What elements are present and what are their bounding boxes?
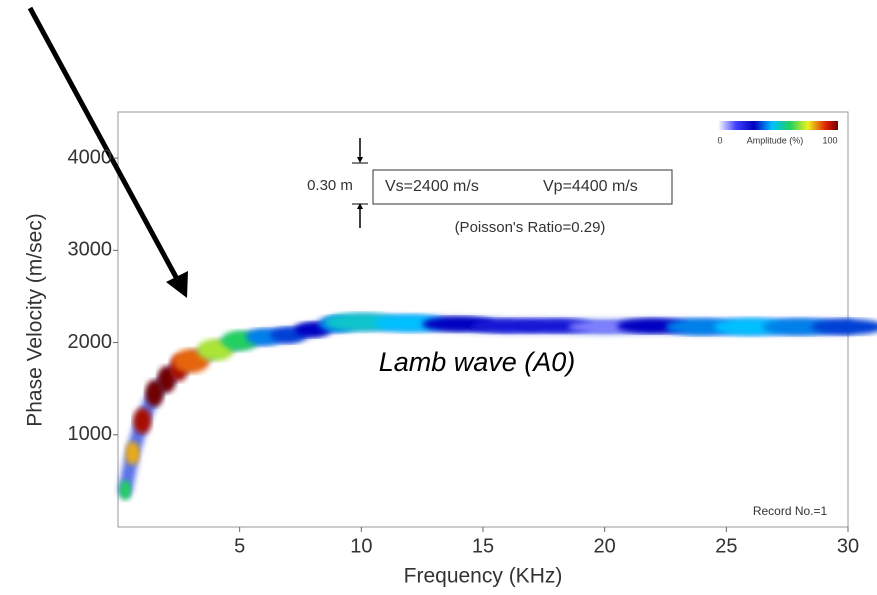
colorbar-tick: 0 (717, 135, 722, 145)
colorbar (718, 121, 838, 130)
x-tick-label: 25 (715, 535, 737, 557)
x-axis-label: Frequency (KHz) (404, 565, 563, 588)
x-tick-label: 20 (594, 535, 616, 557)
record-label: Record No.=1 (753, 504, 828, 518)
colorbar-label: Amplitude (%) (747, 135, 804, 145)
y-tick-label: 2000 (68, 331, 113, 353)
x-tick-label: 5 (234, 535, 245, 557)
ridge-point (133, 408, 151, 434)
y-axis-label: Phase Velocity (m/sec) (24, 213, 47, 427)
x-tick-label: 30 (837, 535, 859, 557)
y-tick-label: 3000 (68, 239, 113, 261)
ridge-point (119, 480, 131, 500)
annotation: 0.30 m (307, 177, 353, 194)
colorbar-tick: 100 (822, 135, 837, 145)
x-tick-label: 10 (350, 535, 372, 557)
annotation: Vp=4400 m/s (543, 178, 638, 195)
y-tick-label: 4000 (68, 146, 113, 168)
ridge-point (125, 442, 140, 465)
mode-label: Lamb wave (A0) (379, 347, 576, 377)
x-tick-label: 15 (472, 535, 494, 557)
annotation: Vs=2400 m/s (385, 178, 479, 195)
y-tick-label: 1000 (68, 423, 113, 445)
annotation: (Poisson's Ratio=0.29) (455, 219, 606, 236)
